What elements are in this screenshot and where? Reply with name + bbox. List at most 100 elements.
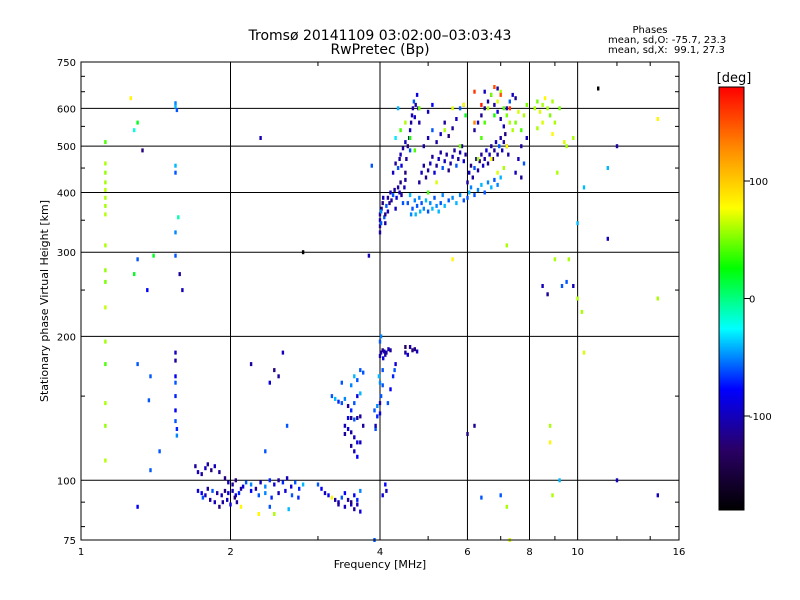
data-point xyxy=(356,394,359,399)
data-point xyxy=(548,423,552,428)
data-point xyxy=(502,166,505,170)
data-point xyxy=(538,109,542,114)
data-point xyxy=(408,193,412,198)
data-point xyxy=(323,491,327,496)
data-point xyxy=(411,206,414,211)
data-point xyxy=(426,168,430,173)
data-point xyxy=(476,120,480,125)
data-point xyxy=(480,136,483,140)
data-point xyxy=(455,163,458,168)
data-point xyxy=(536,99,539,104)
data-point xyxy=(220,493,223,498)
data-point xyxy=(414,102,417,107)
data-point xyxy=(174,394,177,399)
data-point xyxy=(398,157,401,161)
data-point xyxy=(404,170,407,175)
data-point xyxy=(227,491,230,496)
data-point xyxy=(462,159,465,164)
data-point xyxy=(656,117,659,121)
data-point xyxy=(350,502,353,507)
data-point xyxy=(466,180,469,185)
data-point xyxy=(491,157,495,161)
data-point xyxy=(471,175,474,180)
data-point xyxy=(462,102,465,107)
data-point xyxy=(406,352,409,357)
data-point xyxy=(104,401,107,406)
data-point xyxy=(129,96,132,101)
data-point xyxy=(455,117,458,121)
data-point xyxy=(147,398,151,403)
data-point xyxy=(437,209,440,214)
data-point xyxy=(475,157,478,161)
data-point xyxy=(356,454,359,459)
data-point xyxy=(480,152,483,157)
data-point xyxy=(422,163,425,168)
data-point xyxy=(301,250,305,255)
data-point xyxy=(426,190,430,195)
data-point xyxy=(511,128,514,133)
data-point xyxy=(378,380,382,385)
data-point xyxy=(399,152,402,157)
data-point xyxy=(606,166,609,170)
data-point xyxy=(378,411,382,416)
data-point xyxy=(387,347,390,352)
data-point xyxy=(565,279,568,284)
data-point xyxy=(158,449,161,454)
data-point xyxy=(174,170,177,175)
data-point xyxy=(582,350,586,355)
data-point xyxy=(330,495,334,500)
data-point xyxy=(277,491,280,496)
data-point xyxy=(433,195,436,200)
data-point xyxy=(533,106,536,111)
data-point xyxy=(133,128,136,133)
data-point xyxy=(451,257,454,262)
data-point xyxy=(174,358,177,363)
data-point xyxy=(394,362,397,367)
y-axis-label: Stationary phase Virtual Height [km] xyxy=(38,200,51,402)
data-point xyxy=(473,166,476,170)
data-point xyxy=(362,370,365,375)
data-point xyxy=(464,152,467,157)
data-point xyxy=(396,106,400,111)
data-point xyxy=(399,180,402,185)
data-point xyxy=(386,195,390,200)
stats-heading: Phases xyxy=(632,25,667,36)
data-point xyxy=(615,478,619,483)
data-point xyxy=(493,148,496,153)
data-point xyxy=(548,440,552,445)
data-point xyxy=(525,136,528,140)
data-point xyxy=(426,109,430,114)
x-axis-label: Frequency [MHz] xyxy=(334,558,426,571)
data-point xyxy=(424,175,428,180)
data-point xyxy=(204,493,207,498)
y-tick-label: 75 xyxy=(63,536,76,547)
data-point xyxy=(353,435,356,440)
data-point xyxy=(502,106,505,111)
data-point xyxy=(553,257,557,262)
data-point xyxy=(277,478,280,483)
data-point xyxy=(565,144,568,149)
data-point xyxy=(408,128,412,133)
data-point xyxy=(174,380,177,385)
data-point xyxy=(493,113,496,118)
data-point xyxy=(174,253,177,258)
data-point xyxy=(483,89,486,94)
data-point xyxy=(200,491,203,496)
data-point xyxy=(480,495,483,500)
data-point xyxy=(244,480,248,485)
data-point xyxy=(435,140,438,145)
data-point xyxy=(104,458,107,463)
colorbar-tick-label: 100 xyxy=(749,177,768,188)
data-point xyxy=(383,215,386,220)
data-point xyxy=(501,148,504,153)
data-point xyxy=(273,482,276,487)
data-point xyxy=(346,404,350,408)
data-point xyxy=(558,106,561,111)
data-point xyxy=(536,126,539,131)
y-tick-label: 600 xyxy=(57,104,76,115)
data-point xyxy=(104,187,107,192)
data-point xyxy=(553,120,557,125)
data-point xyxy=(426,209,430,214)
data-point xyxy=(196,470,200,475)
data-point xyxy=(415,203,419,208)
